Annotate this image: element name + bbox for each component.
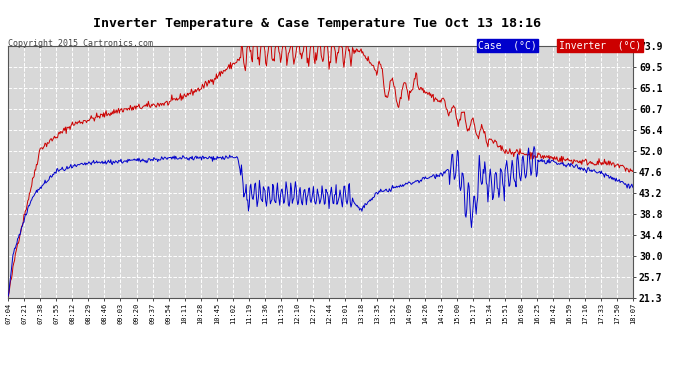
Text: Case  (°C): Case (°C) (478, 40, 537, 50)
Text: Inverter  (°C): Inverter (°C) (559, 40, 641, 50)
Text: Copyright 2015 Cartronics.com: Copyright 2015 Cartronics.com (8, 39, 153, 48)
Text: Inverter Temperature & Case Temperature Tue Oct 13 18:16: Inverter Temperature & Case Temperature … (93, 17, 542, 30)
